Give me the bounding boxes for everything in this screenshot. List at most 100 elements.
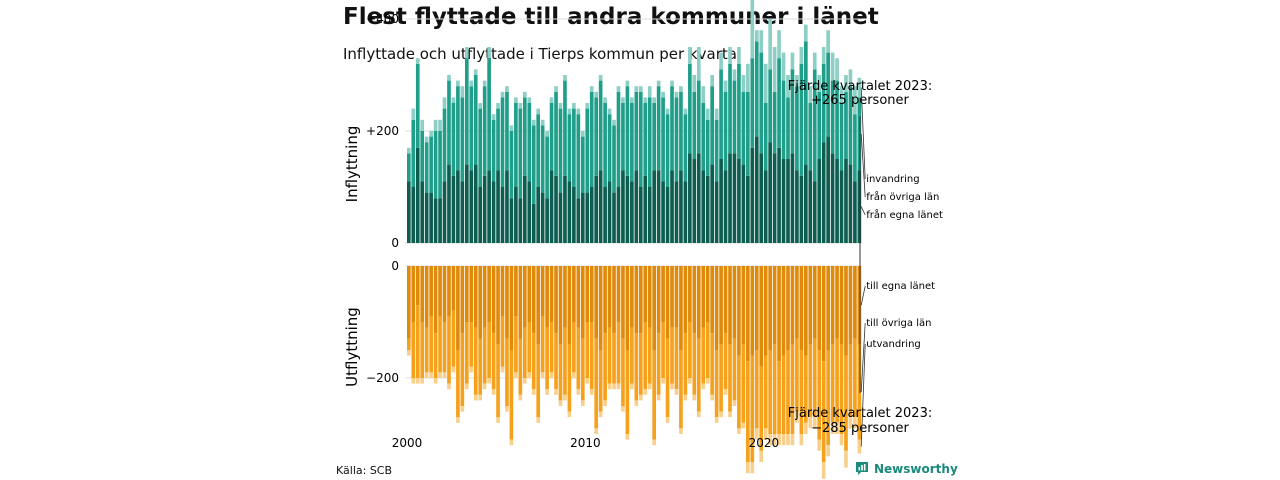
inflow-bar-segment bbox=[558, 108, 563, 193]
inflow-bar-segment bbox=[594, 97, 599, 176]
outflow-bar-segment bbox=[576, 266, 581, 328]
outflow-bar-segment bbox=[505, 406, 509, 412]
inflow-bar-segment bbox=[451, 175, 456, 243]
outflow-bar-segment bbox=[607, 383, 612, 390]
inflow-bar-segment bbox=[464, 164, 469, 243]
outflow-series-label: utvandring bbox=[866, 339, 921, 350]
outflow-bar-segment bbox=[482, 327, 487, 384]
inflow-bar-segment bbox=[451, 97, 456, 103]
inflow-bar-segment bbox=[638, 91, 643, 187]
inflow-bar-segment bbox=[630, 181, 634, 243]
outflow-bar-segment bbox=[491, 333, 496, 390]
inflow-bar-segment bbox=[464, 47, 469, 59]
outflow-bar-segment bbox=[857, 266, 862, 345]
inflow-bar-segment bbox=[647, 97, 652, 187]
inflow-label-leader bbox=[860, 206, 866, 216]
inflow-bar-segment bbox=[737, 159, 741, 243]
inflow-bar-segment bbox=[812, 69, 817, 182]
inflow-bar-segment bbox=[509, 198, 514, 243]
outflow-bar-segment bbox=[750, 355, 755, 462]
outflow-bar-segment bbox=[839, 344, 844, 434]
outflow-bar-segment bbox=[714, 350, 719, 418]
outflow-bar-segment bbox=[652, 350, 657, 440]
outflow-bar-segment bbox=[572, 322, 576, 373]
inflow-bar-segment bbox=[616, 86, 621, 92]
inflow-bar-segment bbox=[647, 86, 652, 98]
outflow-bar-segment bbox=[625, 266, 630, 350]
inflow-bar-segment bbox=[670, 86, 674, 171]
inflow-bar-segment bbox=[665, 114, 670, 187]
outflow-series-label: till egna länet bbox=[866, 281, 935, 292]
inflow-bar-segment bbox=[429, 192, 433, 243]
inflow-bar-segment bbox=[714, 119, 719, 182]
inflow-bar-segment bbox=[545, 136, 549, 199]
inflow-bar-segment bbox=[456, 86, 460, 171]
inflow-bar-segment bbox=[795, 170, 799, 243]
outflow-bar-segment bbox=[522, 266, 527, 328]
inflow-bar-segment bbox=[777, 147, 781, 243]
inflow-bar-segment bbox=[536, 187, 541, 243]
inflow-bar-segment bbox=[692, 91, 697, 159]
inflow-bar-segment bbox=[732, 153, 737, 243]
chart-subtitle: Inflyttade och utflyttade i Tierps kommu… bbox=[343, 45, 742, 63]
brand-name: Newsworthy bbox=[874, 461, 958, 476]
outflow-bar-segment bbox=[630, 383, 634, 390]
inflow-bar-segment bbox=[469, 170, 474, 243]
inflow-bar-segment bbox=[759, 30, 764, 53]
outflow-bar-segment bbox=[817, 350, 822, 440]
inflow-bar-segment bbox=[630, 103, 634, 182]
outflow-bar-segment bbox=[572, 266, 576, 322]
outflow-bar-segment bbox=[598, 266, 603, 350]
outflow-bar-segment bbox=[558, 266, 563, 345]
inflow-bar-segment bbox=[647, 187, 652, 243]
inflow-bar-segment bbox=[719, 69, 723, 159]
outflow-bar-segment bbox=[424, 266, 429, 328]
inflow-bar-segment bbox=[746, 175, 750, 243]
outflow-bar-segment bbox=[407, 350, 411, 356]
inflow-bar-segment bbox=[674, 97, 679, 182]
outflow-bar-segment bbox=[518, 266, 523, 339]
inflow-bar-segment bbox=[500, 97, 505, 187]
outflow-bar-segment bbox=[795, 266, 799, 339]
outflow-bar-segment bbox=[545, 266, 549, 328]
inflow-bar-segment bbox=[531, 119, 536, 126]
source-note: Källa: SCB bbox=[336, 464, 393, 477]
inflow-bar-segment bbox=[478, 108, 483, 187]
outflow-bar-segment bbox=[768, 434, 772, 446]
outflow-bar-segment bbox=[710, 394, 714, 401]
inflow-bar-segment bbox=[848, 86, 853, 165]
outflow-bar-segment bbox=[652, 266, 657, 350]
inflow-bar-segment bbox=[817, 75, 822, 92]
outflow-bar-segment bbox=[790, 434, 795, 446]
inflow-bar-segment bbox=[839, 103, 844, 171]
inflow-bar-segment bbox=[500, 91, 505, 98]
outflow-bar-segment bbox=[804, 422, 808, 434]
inflow-bar-segment bbox=[705, 175, 710, 243]
outflow-bar-segment bbox=[496, 417, 500, 423]
inflow-bar-segment bbox=[853, 181, 857, 243]
inflow-bar-segment bbox=[826, 136, 830, 243]
inflow-bar-segment bbox=[540, 192, 545, 243]
inflow-bar-segment bbox=[817, 91, 822, 159]
inflow-bar-segment bbox=[580, 131, 585, 137]
inflow-bar-segment bbox=[630, 97, 634, 103]
outflow-bar-segment bbox=[621, 338, 625, 406]
outflow-bar-segment bbox=[456, 417, 460, 423]
inflow-bar-segment bbox=[768, 69, 772, 143]
outflow-bar-segment bbox=[853, 338, 857, 418]
inflow-bar-segment bbox=[411, 119, 416, 187]
outflow-bar-segment bbox=[527, 266, 532, 322]
brand-logo[interactable]: Newsworthy bbox=[855, 461, 958, 476]
outflow-bar-segment bbox=[594, 266, 599, 339]
inflow-bar-segment bbox=[558, 103, 563, 109]
outflow-bar-segment bbox=[647, 383, 652, 390]
inflow-bar-segment bbox=[830, 52, 835, 81]
inflow-bar-segment bbox=[549, 97, 554, 103]
inflow-bar-segment bbox=[790, 52, 795, 70]
outflow-bar-segment bbox=[567, 266, 572, 345]
outflow-bar-segment bbox=[652, 439, 657, 446]
inflow-bar-segment bbox=[482, 175, 487, 243]
inflow-bar-segment bbox=[527, 181, 532, 243]
inflow-bar-segment bbox=[830, 80, 835, 154]
inflow-bar-segment bbox=[469, 80, 474, 87]
